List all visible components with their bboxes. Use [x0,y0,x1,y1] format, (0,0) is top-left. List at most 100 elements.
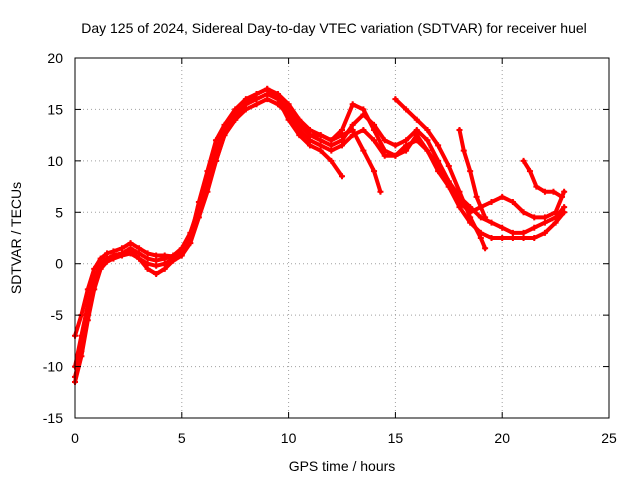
x-tick-label: 0 [71,430,79,446]
data-point [520,229,527,236]
data-point [531,235,538,241]
data-point [413,116,420,123]
data-point [509,199,516,205]
data-point [187,240,194,247]
data-point [499,193,506,200]
data-point [371,137,378,144]
data-point [520,209,527,216]
data-point [460,147,467,154]
data-point [296,132,303,139]
x-tick-label: 5 [178,430,186,446]
data-point [552,219,559,226]
data-point [136,250,143,257]
data-point [526,168,533,175]
data-point [127,248,134,255]
data-point [339,173,345,180]
data-point [232,116,239,123]
data-point [170,257,177,264]
data-point [559,193,566,200]
data-point [118,250,125,257]
data-point [392,96,399,103]
data-point [403,137,410,144]
data-point [520,235,527,241]
data-point [328,147,335,154]
data-point [153,271,160,277]
data-point [317,132,324,139]
data-point [349,121,356,128]
y-tick-label: 15 [47,101,63,117]
data-point [413,137,420,144]
data-point [435,163,442,169]
data-point [253,96,260,103]
data-point [328,137,335,144]
data-point [456,127,463,133]
data-point [136,245,143,252]
data-point [253,101,260,108]
y-axis-ticks: -15 -10 -5 0 5 10 15 20 [43,50,609,426]
data-point [435,142,442,149]
data-point [317,137,324,144]
data-point [136,255,143,262]
data-point [285,116,292,123]
data-point [445,183,452,190]
data-point [541,229,548,236]
data-point [360,106,367,113]
x-axis-ticks: 0 5 10 15 20 25 [71,58,617,446]
data-point [392,152,399,159]
data-point [488,199,495,205]
data-point [285,101,292,108]
data-point [84,312,91,319]
data-point [360,147,367,154]
data-point [482,214,489,221]
data-point [242,96,249,103]
data-point [339,142,345,149]
data-point [212,137,219,144]
data-point [456,204,463,211]
data-point [144,250,151,257]
series-line-6 [393,97,488,251]
x-tick-label: 10 [281,430,297,446]
x-tick-label: 15 [388,430,404,446]
y-tick-label: -15 [43,410,63,426]
data-point [144,265,151,272]
data-point [371,168,378,175]
data-point [488,219,495,226]
data-point [403,142,410,149]
data-point [274,91,281,97]
data-point [561,188,568,195]
data-point [306,132,313,139]
data-point [381,137,388,144]
data-point [221,132,228,139]
data-point [467,168,474,175]
data-point [104,255,111,262]
data-point [306,142,313,149]
data-point [195,214,202,221]
data-point [377,188,384,195]
data-point [499,224,506,231]
data-point [153,257,160,264]
data-point [482,245,489,252]
data-point [456,188,463,195]
data-point [520,157,527,164]
data-point [161,265,168,272]
data-point [541,214,548,221]
data-point [285,106,292,113]
data-point [392,142,399,149]
data-point [78,348,85,355]
data-point [349,127,356,133]
data-point [561,209,568,216]
data-point [161,260,168,267]
data-point [306,127,313,133]
data-point [424,137,431,144]
data-point [110,252,117,259]
data-point [127,240,134,247]
data-point [204,188,211,195]
data-point [317,147,324,154]
chart-title: Day 125 of 2024, Sidereal Day-to-day VTE… [81,20,587,36]
data-point [264,96,271,103]
y-tick-label: -10 [43,359,63,375]
x-tick-label: 20 [494,430,510,446]
y-tick-label: 10 [47,153,63,169]
data-point [381,152,388,159]
